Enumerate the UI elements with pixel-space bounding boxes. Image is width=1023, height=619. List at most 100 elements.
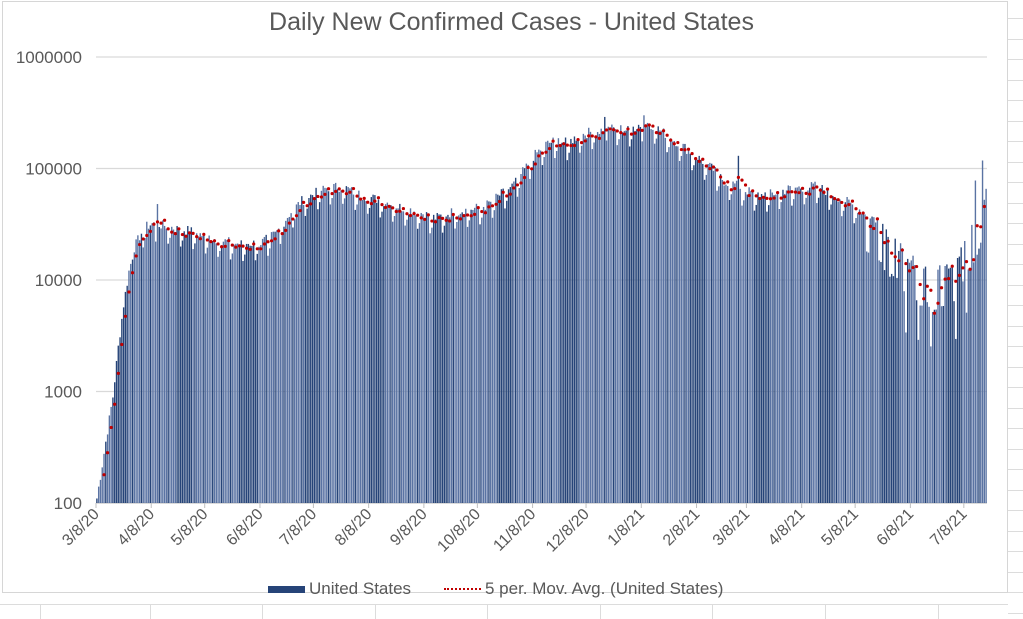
moving-average-point: [216, 242, 220, 246]
bar: [313, 197, 315, 503]
bar: [244, 254, 246, 503]
moving-average-point: [751, 189, 755, 193]
moving-average-point: [783, 195, 787, 199]
moving-average-point: [455, 216, 459, 220]
legend-item-moving-average: 5 per. Mov. Avg. (United States): [444, 579, 723, 599]
bar: [864, 214, 866, 503]
bar: [933, 309, 936, 503]
bar: [497, 194, 499, 503]
moving-average-point: [501, 190, 505, 194]
moving-average-point: [116, 371, 120, 375]
bar: [885, 229, 888, 503]
bar: [718, 186, 720, 503]
bar: [972, 262, 975, 503]
moving-average-point: [462, 214, 466, 218]
bar: [825, 195, 827, 504]
bar: [686, 153, 688, 504]
moving-average-point: [637, 128, 641, 132]
bar: [559, 145, 561, 504]
bar: [623, 130, 626, 503]
bar: [723, 185, 725, 504]
bar: [928, 306, 930, 503]
bar: [486, 200, 488, 503]
y-tick-label: 100: [54, 494, 82, 513]
moving-average-point: [932, 311, 937, 315]
bar: [126, 285, 128, 503]
bar: [689, 153, 691, 503]
legend-bar-swatch: [268, 585, 305, 593]
moving-average-point: [868, 224, 872, 229]
moving-average-point: [209, 240, 213, 244]
moving-average-point: [522, 175, 527, 180]
bar: [737, 155, 740, 504]
y-tick-label: 10000: [35, 271, 82, 290]
bar: [539, 150, 542, 503]
bar: [898, 250, 900, 503]
bar: [356, 204, 358, 504]
bar: [694, 157, 697, 504]
bar: [759, 197, 761, 503]
moving-average-point: [223, 244, 227, 248]
bar: [627, 126, 629, 503]
moving-average-point: [840, 200, 844, 205]
bar: [101, 467, 103, 503]
bar: [395, 208, 397, 503]
moving-average-point: [277, 229, 281, 233]
bar: [791, 205, 793, 503]
bar: [279, 243, 282, 503]
bar: [935, 309, 937, 503]
bar: [981, 160, 984, 504]
bar: [473, 207, 476, 503]
x-tick-label: 11/8/20: [490, 506, 539, 555]
x-axis-ticks: 3/8/20 4/8/20 5/8/20 6/8/20 7/8/20 8/8/20 9/8/…: [59, 503, 971, 556]
moving-average-point: [291, 217, 295, 221]
moving-average-point: [925, 284, 929, 288]
moving-average-point: [583, 139, 587, 143]
bar: [245, 243, 248, 503]
bar: [381, 211, 383, 504]
bar: [529, 178, 531, 504]
moving-average-point: [679, 147, 683, 152]
bar: [659, 130, 661, 503]
bar: [655, 138, 658, 504]
moving-average-point: [847, 203, 851, 207]
bar: [477, 207, 479, 503]
bar: [798, 186, 800, 503]
moving-average-point: [562, 142, 566, 146]
bar: [899, 243, 902, 504]
bar: [122, 307, 125, 503]
bar: [653, 143, 656, 503]
bar: [555, 151, 558, 503]
moving-average-point: [266, 240, 270, 244]
bar: [294, 219, 296, 503]
bar: [343, 198, 346, 503]
bar: [732, 181, 734, 503]
moving-average-point: [408, 213, 413, 218]
moving-average-point: [922, 297, 926, 301]
bar: [238, 244, 241, 503]
bar: [766, 211, 768, 503]
bar: [819, 188, 822, 503]
bar: [333, 183, 335, 503]
moving-average-point: [212, 239, 217, 243]
moving-average-point: [391, 206, 395, 210]
bar: [479, 224, 481, 503]
moving-average-point: [465, 213, 470, 217]
bar: [329, 204, 332, 503]
moving-average-point: [857, 211, 862, 215]
bar: [210, 241, 212, 503]
bar: [203, 232, 205, 503]
moving-average-point: [476, 206, 480, 210]
bar: [548, 142, 551, 503]
bar: [646, 122, 649, 504]
bar: [105, 441, 107, 503]
moving-average-point: [950, 264, 954, 268]
bar: [609, 130, 611, 503]
bar: [187, 226, 189, 503]
bar: [427, 215, 430, 503]
bar: [441, 232, 444, 503]
bar: [584, 135, 586, 504]
x-tick-label: 4/8/21: [765, 506, 809, 550]
bar: [463, 215, 465, 503]
moving-average-point: [398, 209, 402, 213]
